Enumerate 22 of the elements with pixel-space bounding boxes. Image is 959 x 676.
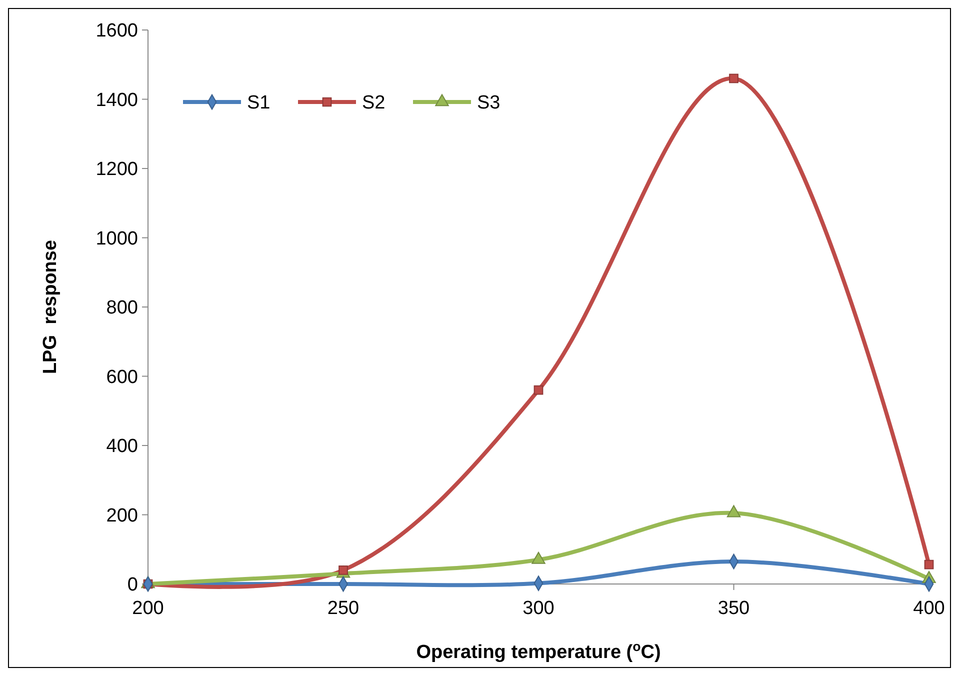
point xyxy=(924,560,934,570)
x-axis-title: Operating temperature ($^{o}$C) xyxy=(416,638,661,663)
y-tick-label: 1600 xyxy=(96,20,138,42)
x-tick-label: 200 xyxy=(132,598,164,619)
legend-label: S3 xyxy=(477,92,500,114)
y-tick-label: 600 xyxy=(106,366,138,388)
y-tick-label: 0 xyxy=(127,574,138,596)
y-tick-label: 1200 xyxy=(96,159,138,180)
legend-label: S2 xyxy=(362,92,386,114)
y-tick-label: 800 xyxy=(106,298,138,319)
y-tick-label: 400 xyxy=(106,436,138,458)
point xyxy=(729,74,738,84)
x-tick-label: 250 xyxy=(327,598,360,619)
y-axis-title: LPG response xyxy=(40,240,61,374)
y-tick-label: 200 xyxy=(106,505,138,526)
x-tick-label: 300 xyxy=(522,598,554,619)
point xyxy=(534,385,544,395)
x-tick-label: 350 xyxy=(718,598,750,619)
legend-label: S1 xyxy=(247,92,270,114)
x-tick-label: 400 xyxy=(913,598,945,619)
y-tick-label: 1400 xyxy=(96,90,138,111)
y-tick-label: 1000 xyxy=(96,228,138,250)
